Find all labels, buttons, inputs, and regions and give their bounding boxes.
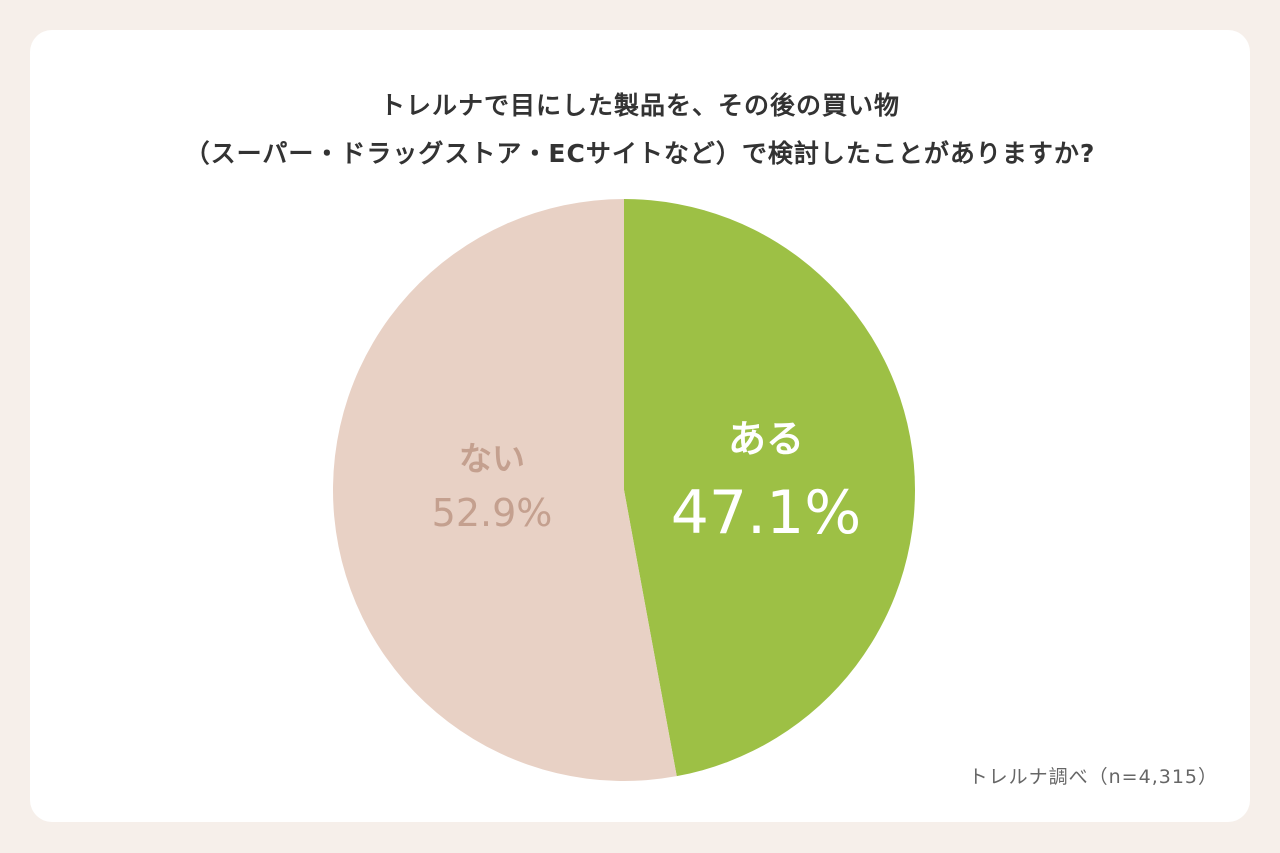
source-note: トレルナ調べ（n=4,315） xyxy=(968,766,1218,788)
chart-title-line-2: （スーパー・ドラッグストア・ECサイトなど）で検討したことがありますか? xyxy=(184,139,1096,168)
chart-title-line-1: トレルナで目にした製品を、その後の買い物 xyxy=(379,91,900,120)
slice-label: ない xyxy=(459,439,525,478)
slice-label: ある xyxy=(728,417,804,461)
pie-slice-aru xyxy=(624,199,915,777)
pie-slice-nai xyxy=(332,199,677,781)
slice-value-label: 47.1% xyxy=(671,478,862,548)
slice-value-label: 52.9% xyxy=(432,491,553,535)
